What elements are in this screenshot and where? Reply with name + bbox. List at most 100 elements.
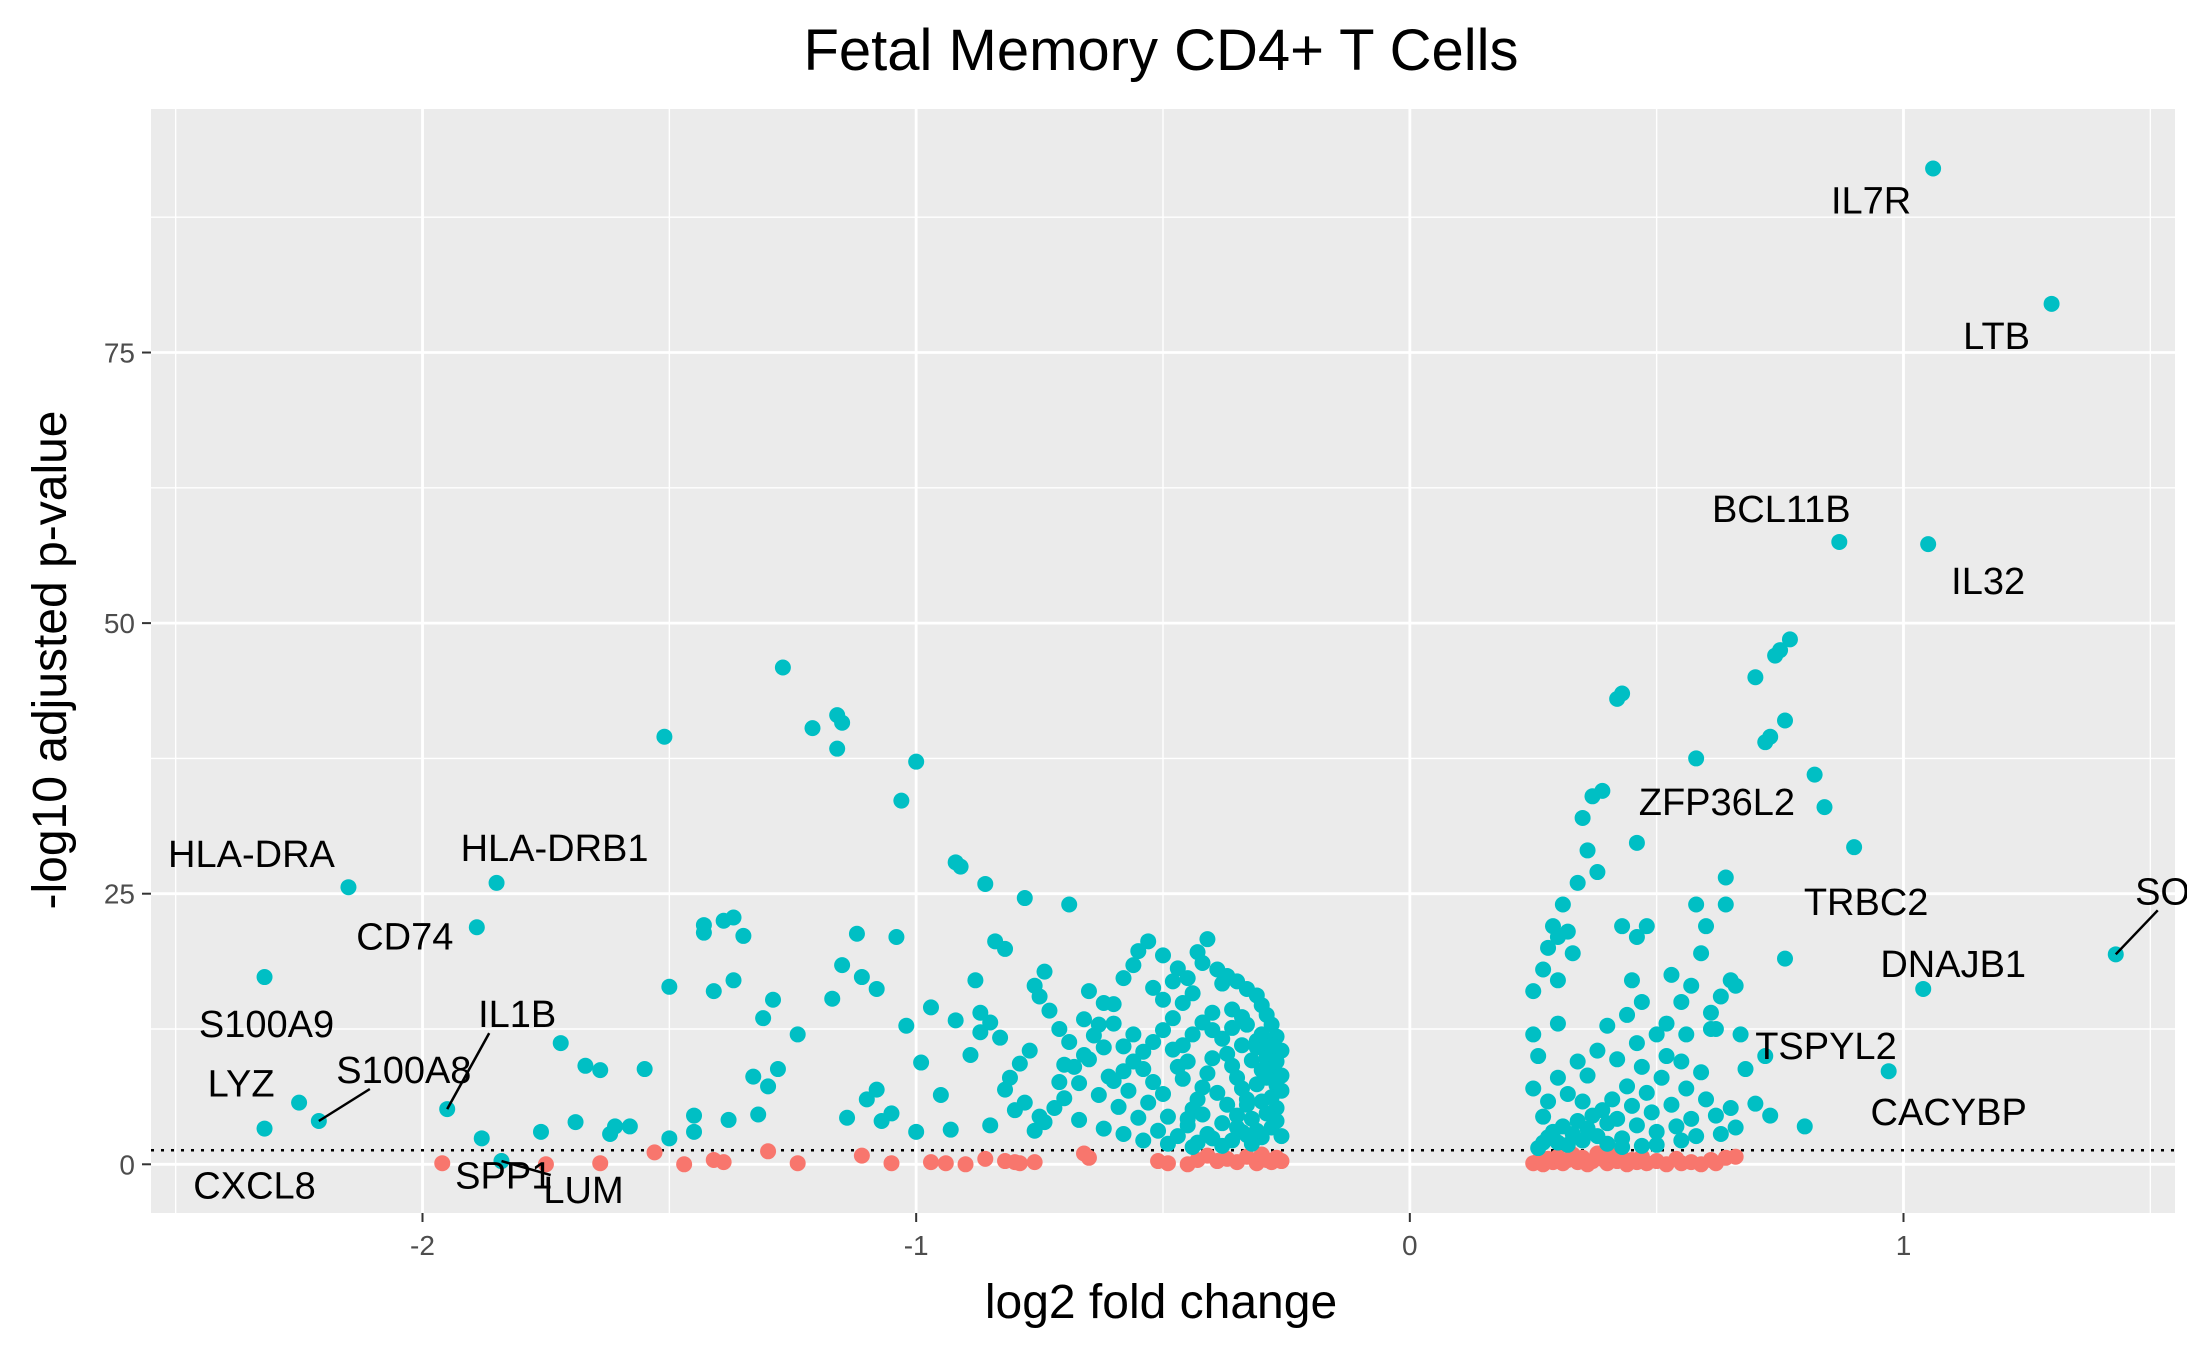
gene-label: IL7R [1831,181,1911,223]
data-point [1693,945,1710,962]
data-point [686,1123,703,1140]
data-point [1717,896,1734,913]
x-tick-label: -1 [904,1230,929,1261]
data-point [1540,939,1557,956]
labeled-data-point [256,969,273,986]
data-point [1031,988,1048,1005]
data-point [789,1155,806,1172]
data-point [1673,1132,1690,1149]
data-point [1559,923,1576,940]
labeled-data-point [1846,839,1863,856]
data-point [942,1121,959,1138]
data-point [1658,1015,1675,1032]
labeled-data-point [1880,1063,1897,1080]
data-point [1095,1039,1112,1056]
data-point [1140,933,1157,950]
data-point [1258,1069,1275,1086]
data-point [1564,945,1581,962]
data-point [607,1118,624,1135]
data-point [532,1123,549,1140]
gene-label: TRBC2 [1804,882,1929,924]
data-point [1051,1021,1068,1037]
data-point [908,1123,925,1140]
data-point [1702,1004,1719,1021]
data-point [1006,1102,1023,1119]
gene-label: CACYBP [1871,1092,2027,1134]
data-point [1589,1042,1606,1059]
data-point [1105,1072,1122,1089]
data-point [1683,1110,1700,1127]
data-point [789,1026,806,1043]
data-point [1184,985,1201,1002]
data-point [1011,1155,1028,1172]
data-point [760,1078,777,1095]
data-point [1115,1125,1132,1142]
data-point [1594,1102,1611,1119]
data-point [1268,1053,1285,1070]
data-point [1589,864,1606,881]
data-point [1594,782,1611,799]
data-point [1574,809,1591,826]
data-point [898,1017,915,1034]
data-point [858,1091,875,1108]
data-point [1080,1149,1097,1166]
data-point [1061,1033,1078,1050]
data-point [661,978,678,995]
data-point [720,1111,737,1128]
data-point [1678,1080,1695,1097]
data-point [992,1029,1009,1046]
data-point [937,1155,954,1172]
data-point [888,929,905,945]
data-point [1155,947,1171,964]
data-point [1085,1027,1102,1044]
data-point [676,1156,693,1173]
data-point [621,1118,638,1135]
gene-label: ZFP36L2 [1639,782,1795,824]
data-point [1663,1096,1680,1113]
data-point [1633,1137,1650,1154]
data-point [1214,1115,1231,1132]
data-point [1747,1095,1764,1112]
data-point [1619,1006,1636,1023]
data-point [1066,1058,1083,1075]
labeled-data-point [468,919,485,936]
gene-label: CD74 [356,916,453,958]
data-point [1693,1064,1710,1081]
data-point [1209,1084,1226,1101]
data-point [1130,943,1147,960]
data-point [1535,1108,1552,1125]
data-point [1204,1130,1221,1147]
labeled-data-point [340,879,357,896]
data-point [1179,1110,1196,1127]
y-tick-label: 0 [119,1149,135,1180]
data-point [774,659,791,676]
axes: -2 -1 0 1 0 25 50 75 [104,338,1911,1261]
chart-title: Fetal Memory CD4+ T Cells [803,18,1518,83]
data-point [1678,1026,1695,1043]
data-point [1727,977,1744,994]
gene-label: LUM [543,1170,623,1212]
data-point [853,969,870,986]
data-point [868,980,885,997]
label-connector [2114,909,2159,956]
data-point [1574,1093,1591,1110]
gene-labels: IL7R LTB BCL11B IL32 ZFP36L2 TRBC2 SOX4 DNAJB1 T… [168,181,2187,1213]
x-tick-label: -2 [410,1230,435,1261]
data-point [1046,1100,1063,1117]
data-point [695,924,712,941]
data-point [1233,1080,1250,1097]
gene-label: S100A9 [199,1004,334,1046]
data-point [1757,1048,1774,1065]
data-point [1080,1051,1097,1068]
data-point [1026,1154,1043,1171]
gene-label: DNAJB1 [1880,944,2026,986]
data-point [592,1062,609,1079]
data-point [1648,1026,1665,1043]
data-point [1579,1067,1596,1084]
gene-label: HLA-DRA [168,834,335,876]
data-point [804,720,821,737]
data-point [972,1004,989,1021]
data-point [1224,1019,1241,1036]
data-point [1648,1123,1665,1140]
labeled-data-point [1925,160,1942,177]
